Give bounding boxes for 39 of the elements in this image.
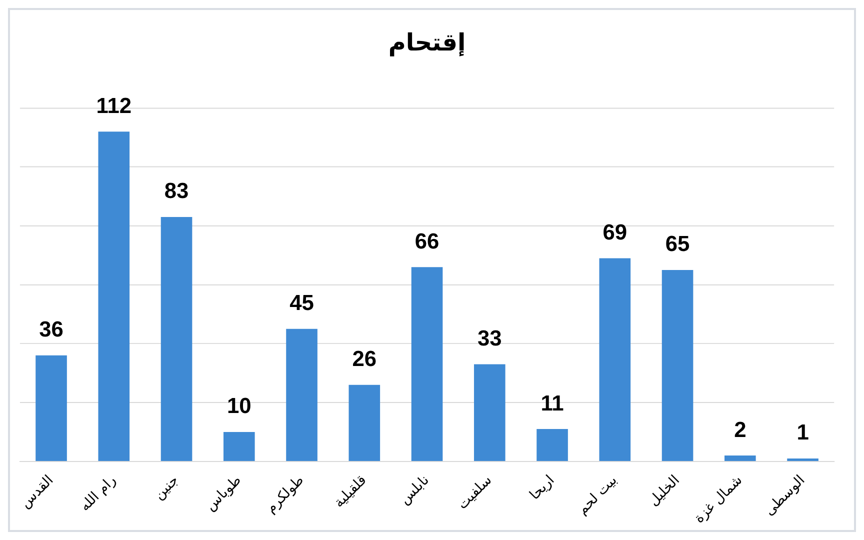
data-label: 69	[602, 219, 628, 244]
bar	[599, 258, 631, 461]
x-tick-label: قلقيلية	[331, 472, 370, 511]
data-label: 83	[164, 178, 189, 204]
x-tick-label: رام الله	[76, 472, 120, 515]
data-label: 11	[540, 390, 564, 416]
x-tick-label: شمال غزة	[691, 472, 746, 526]
x-tick-label: نابلس	[396, 472, 432, 508]
data-label: 112	[96, 92, 132, 118]
bar	[160, 217, 192, 461]
x-tick-label: اريحا	[526, 472, 558, 504]
data-label: 65	[665, 231, 690, 256]
x-tick-label: القدس	[17, 472, 57, 512]
data-label: 36	[39, 316, 64, 342]
bar	[36, 355, 67, 461]
x-tick-label: سلفيت	[454, 472, 496, 513]
bar	[98, 132, 130, 461]
chart-title: إقتحام	[388, 28, 466, 56]
bar	[411, 267, 443, 461]
x-tick-label: الوسطى	[761, 472, 808, 519]
bar	[223, 432, 255, 461]
data-label: 26	[352, 346, 377, 372]
bar	[662, 270, 694, 461]
data-label: 33	[477, 326, 502, 350]
x-tick-label: بيت لحم	[574, 472, 620, 518]
x-tick-label: جنين	[151, 472, 182, 504]
data-label: 45	[290, 290, 314, 316]
x-tick-label: طوباس	[202, 472, 245, 514]
bar	[474, 364, 506, 461]
x-tick-label: الخليل	[646, 472, 683, 510]
data-label: 66	[414, 228, 440, 254]
bar	[286, 328, 318, 461]
bar	[348, 384, 380, 461]
bar	[724, 456, 756, 461]
x-tick-label: طولكرم	[262, 472, 308, 516]
data-label: 2	[734, 416, 746, 442]
data-label: 1	[796, 420, 809, 445]
data-label: 10	[226, 393, 252, 418]
bar	[536, 429, 568, 461]
